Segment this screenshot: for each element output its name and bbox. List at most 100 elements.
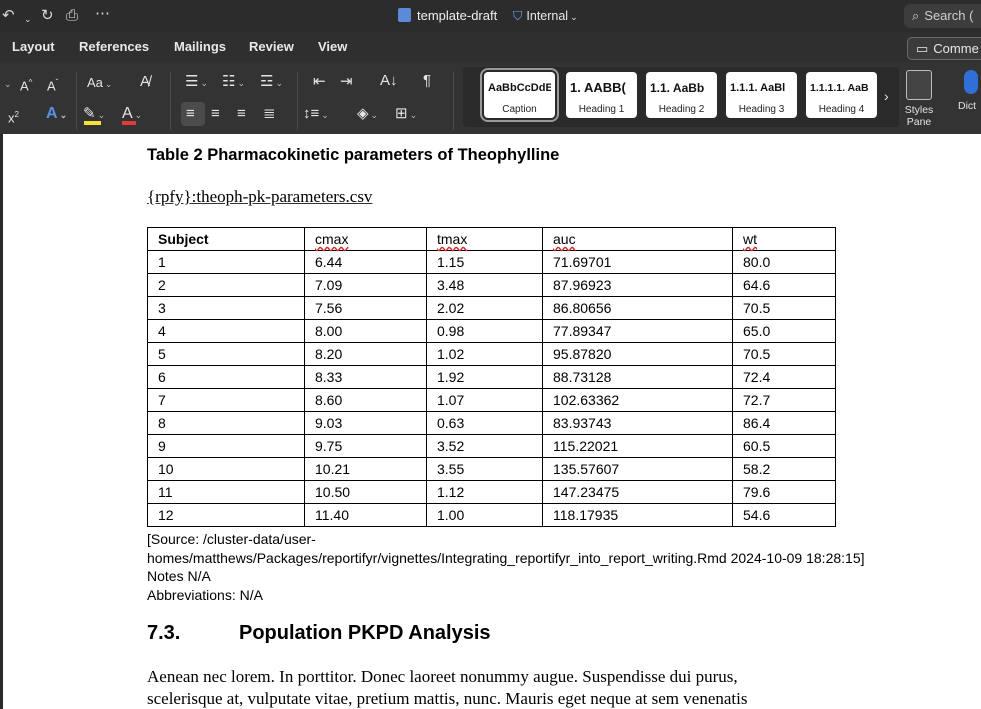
- table-cell: 2.02: [426, 296, 543, 320]
- comments-label: Comme: [933, 41, 979, 56]
- sensitivity-label[interactable]: ⛉ Internal ⌄: [513, 7, 578, 26]
- style-heading-2[interactable]: 1.1. AaBb Heading 2: [646, 72, 717, 118]
- numbering-icon[interactable]: ☷ ⌄: [222, 73, 245, 90]
- table-cell: 8.00: [304, 319, 427, 343]
- paragraph-marks-icon[interactable]: ¶: [423, 72, 432, 89]
- table-cell: 77.89347: [542, 319, 733, 343]
- microphone-icon: [964, 70, 978, 94]
- tab-layout[interactable]: Layout: [12, 39, 55, 54]
- table-cell: 9: [147, 434, 305, 458]
- tab-mailings[interactable]: Mailings: [174, 39, 227, 54]
- undo-dropdown-icon[interactable]: ⌄: [24, 14, 32, 24]
- table-row: 1 6.44 1.15 71.69701 80.0: [147, 250, 836, 274]
- more-icon[interactable]: ⋯: [95, 5, 110, 22]
- table-cell: 80.0: [732, 250, 836, 274]
- table-cell: 11.40: [304, 503, 427, 527]
- align-center-icon[interactable]: ≡: [211, 105, 220, 122]
- table-cell: 79.6: [732, 480, 836, 504]
- increase-indent-icon[interactable]: ⇥: [340, 73, 353, 90]
- style-name: Heading 4: [818, 104, 865, 115]
- justify-icon[interactable]: ≣: [263, 105, 276, 122]
- table-row: 7 8.60 1.07 102.63362 72.7: [147, 388, 836, 412]
- table-cell: 8.20: [304, 342, 427, 366]
- shrink-font-icon[interactable]: Aˇ: [47, 78, 59, 94]
- font-color-icon[interactable]: A ⌄: [122, 105, 143, 122]
- document-title[interactable]: template-draft: [398, 7, 497, 25]
- style-preview: 1.1. AaBb: [650, 81, 705, 95]
- comments-button[interactable]: ▭ Comme: [907, 37, 981, 60]
- styles-pane-button[interactable]: Styles Pane: [903, 70, 935, 128]
- align-right-icon[interactable]: ≡: [237, 105, 246, 122]
- table-cell: 72.4: [732, 365, 836, 389]
- font-dropdown-chevron-icon[interactable]: ⌄: [4, 79, 12, 89]
- superscript-icon[interactable]: x2: [8, 110, 19, 126]
- decrease-indent-icon[interactable]: ⇤: [313, 73, 326, 90]
- tab-review[interactable]: Review: [249, 39, 294, 54]
- style-name: Caption: [502, 104, 537, 115]
- align-left-icon[interactable]: ≡: [186, 105, 195, 122]
- section-heading: 7.3. Population PKPD Analysis: [147, 622, 491, 645]
- borders-icon[interactable]: ⊞ ⌄: [395, 105, 418, 122]
- table-row: 9 9.75 3.52 115.22021 60.5: [147, 434, 836, 458]
- table-cell: 86.4: [732, 411, 836, 435]
- style-heading-1[interactable]: 1. AABB( Heading 1: [566, 72, 637, 118]
- table-cell: 7.56: [304, 296, 427, 320]
- table-row: 8 9.03 0.63 83.93743 86.4: [147, 411, 836, 435]
- table-cell: 6: [147, 365, 305, 389]
- section-title: Population PKPD Analysis: [239, 622, 491, 644]
- column-header: tmax: [426, 227, 543, 251]
- shield-icon: ⛉: [513, 9, 523, 23]
- style-caption[interactable]: AaBbCcDdE Caption: [480, 68, 559, 122]
- table-cell: 10: [147, 457, 305, 481]
- document-page[interactable]: Table 2 Pharmacokinetic parameters of Th…: [3, 134, 981, 709]
- table-cell: 1.92: [426, 365, 543, 389]
- table-cell: 3.55: [426, 457, 543, 481]
- clear-formatting-icon[interactable]: A̸: [140, 73, 151, 90]
- table-cell: 1.15: [426, 250, 543, 274]
- style-name: Heading 2: [658, 104, 705, 115]
- sort-icon[interactable]: A↓: [380, 72, 398, 89]
- table-cell: 9.75: [304, 434, 427, 458]
- print-icon[interactable]: ⎙: [66, 7, 79, 24]
- search-input[interactable]: ⌕ Search (: [904, 4, 981, 28]
- ribbon-divider: [453, 72, 454, 130]
- table-cell: 58.2: [732, 457, 836, 481]
- undo-icon[interactable]: ↶: [2, 7, 15, 24]
- text-effects-icon[interactable]: A ⌄: [46, 105, 68, 122]
- table-cell: 10.21: [304, 457, 427, 481]
- table-row: 4 8.00 0.98 77.89347 65.0: [147, 319, 836, 343]
- style-heading-4[interactable]: 1.1.1.1. AaB Heading 4: [806, 72, 877, 118]
- table-cell: 9.03: [304, 411, 427, 435]
- table-row: 12 11.40 1.00 118.17935 54.6: [147, 503, 836, 527]
- tab-view[interactable]: View: [318, 39, 348, 54]
- table-cell: 60.5: [732, 434, 836, 458]
- style-preview: AaBbCcDdE: [488, 82, 551, 94]
- gallery-more-icon[interactable]: ›: [884, 88, 889, 104]
- bullets-icon[interactable]: ☰ ⌄: [185, 73, 208, 90]
- table-row: 10 10.21 3.55 135.57607 58.2: [147, 457, 836, 481]
- table-cell: 1.12: [426, 480, 543, 504]
- search-icon: ⌕: [912, 8, 920, 23]
- style-heading-3[interactable]: 1.1.1. AaBl Heading 3: [726, 72, 797, 118]
- table-cell: 86.80656: [542, 296, 733, 320]
- tab-references[interactable]: References: [79, 39, 150, 54]
- grow-font-icon[interactable]: A^: [20, 78, 33, 94]
- table-body: 1 6.44 1.15 71.69701 80.0 2 7.09 3.48 87.96923 64…: [147, 250, 836, 527]
- table-cell: 7.09: [304, 273, 427, 297]
- styles-pane-label: Styles Pane: [904, 104, 934, 128]
- change-case-icon[interactable]: Aa ⌄: [87, 75, 113, 90]
- table-cell: 8.33: [304, 365, 427, 389]
- line-spacing-icon[interactable]: ↕≡ ⌄: [303, 105, 329, 122]
- highlight-icon[interactable]: ✎ ⌄: [83, 105, 106, 122]
- table-cell: 54.6: [732, 503, 836, 527]
- shading-icon[interactable]: ◈ ⌄: [357, 105, 379, 122]
- table-cell: 1.07: [426, 388, 543, 412]
- table-cell: 4: [147, 319, 305, 343]
- ribbon-divider: [76, 72, 77, 130]
- redo-icon[interactable]: ↻: [41, 7, 54, 24]
- ribbon-divider: [170, 72, 171, 130]
- multilevel-list-icon[interactable]: ☲ ⌄: [260, 73, 283, 90]
- dictate-button[interactable]: Dict: [958, 70, 981, 112]
- table-cell: 88.73128: [542, 365, 733, 389]
- style-preview: 1.1.1.1. AaB: [810, 82, 869, 94]
